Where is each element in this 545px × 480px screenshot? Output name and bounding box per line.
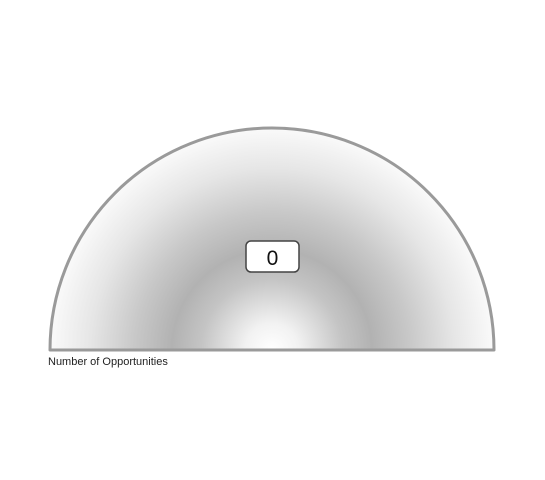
- gauge-value-text: 0: [267, 247, 279, 270]
- gauge-label: Number of Opportunities: [48, 356, 168, 368]
- gauge-value-box-frame: [245, 240, 300, 273]
- gauge-dial: [48, 126, 496, 352]
- gauge-value-box: 0: [245, 240, 300, 273]
